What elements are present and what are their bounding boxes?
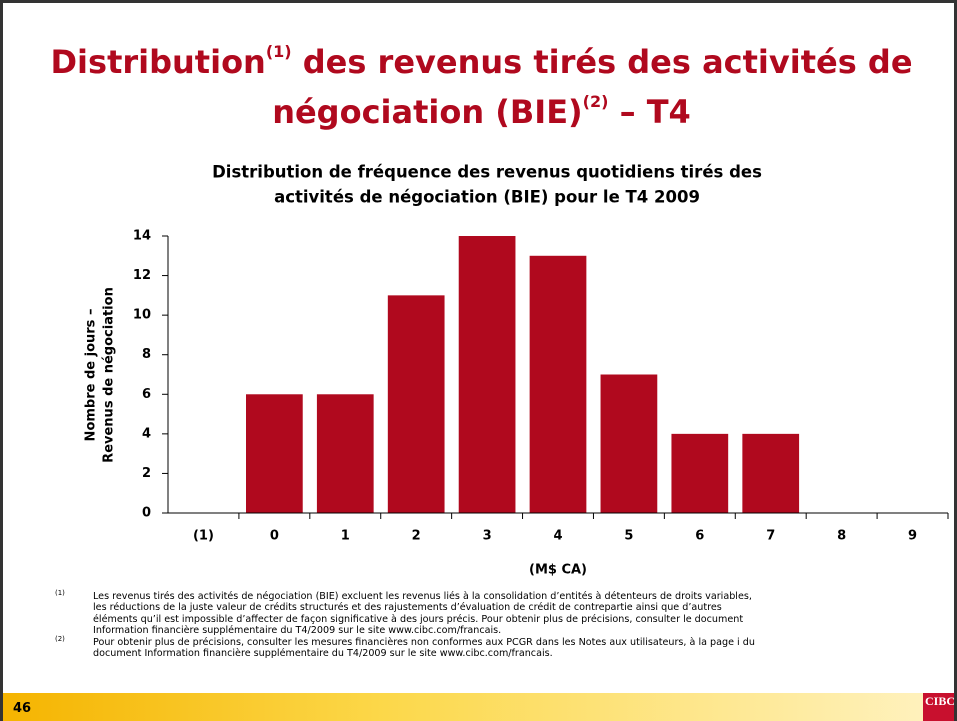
footnote-line: Information financière supplémentaire du… [93,625,502,637]
bar [387,295,445,513]
x-tick-label: (1) [193,529,214,544]
y-tick-label: 10 [133,308,151,323]
y-tick-label: 2 [142,466,151,481]
footnotes: (1) Les revenus tirés des activités de né… [55,589,755,660]
bar [600,374,658,513]
page-number: 46 [13,701,32,716]
footnote-line: les réductions de la juste valeur de cré… [93,602,722,614]
chart-title: Distribution de fréquence des revenus qu… [212,163,762,182]
x-axis-label: (M$ CA) [529,563,587,578]
bar [246,394,303,513]
bar [458,236,516,513]
logo: CIBC [923,693,954,721]
title-sup: (1) [265,42,292,61]
footnote-line: document Information financière suppléme… [93,648,553,660]
footnote-marker: (1) [55,589,65,597]
x-tick-label: 1 [341,529,350,544]
footnote-line: éléments qu’il est impossible d’affecter… [93,613,744,625]
x-tick-label: 9 [908,529,917,544]
x-tick-label: 0 [270,529,279,544]
y-tick-label: 14 [133,229,151,244]
y-tick-label: 0 [142,506,151,521]
bar [529,255,587,514]
x-tick-label: 4 [553,529,562,544]
footnote-marker: (2) [55,634,65,643]
footnote-line: Pour obtenir plus de précisions, consult… [93,636,755,648]
y-tick-label: 6 [142,387,151,402]
y-axis-label: Nombre de jours – [84,309,99,442]
footnote: (2) Pour obtenir plus de précisions, cons… [55,634,755,660]
bar [316,394,374,513]
x-tick-label: 5 [624,529,633,544]
slide-title: Distribution(1) des revenus tirés des ac… [3,37,954,137]
y-axis-label: Revenus de négociation [102,287,117,463]
chart-title: activités de négociation (BIE) pour le T… [274,188,700,207]
footnote-line: Les revenus tirés des activités de négoc… [93,591,752,602]
x-tick-label: 6 [695,529,704,544]
x-tick-label: 7 [766,529,775,544]
title-sup: (2) [582,92,609,111]
chart: Distribution de fréquence des revenus qu… [84,163,949,578]
footer-band: 46 CIBC [3,693,954,721]
footnote: (1) Les revenus tirés des activités de né… [55,589,755,637]
y-tick-label: 4 [142,426,151,441]
bar [742,433,800,513]
x-tick-label: 2 [412,529,421,544]
x-tick-label: 8 [837,529,846,544]
x-tick-label: 3 [483,529,492,544]
title-text: – T4 [608,93,691,131]
bar [671,433,729,513]
y-tick-label: 12 [133,268,151,283]
y-tick-label: 8 [142,347,151,362]
title-text: Distribution [50,43,266,81]
title-text: des revenus tirés des activités de négoc… [272,43,913,131]
